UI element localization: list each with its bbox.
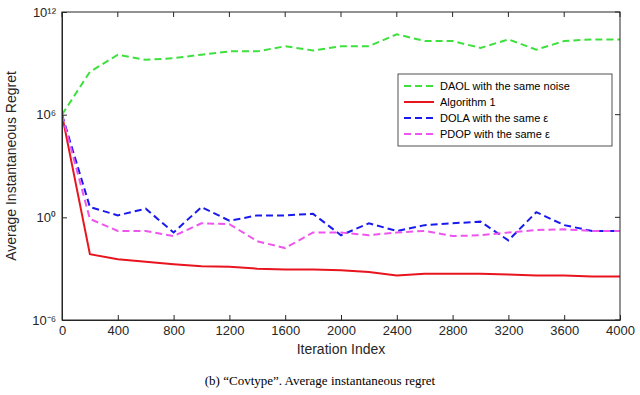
tick-mark <box>285 12 286 17</box>
tick-mark <box>615 217 620 218</box>
x-axis: 0 400 800 1200 1600 2000 2400 2800 3200 3600 4000 <box>59 315 635 338</box>
tick-mark <box>341 315 342 320</box>
tick-label: 10⁻⁶ <box>32 313 56 328</box>
tick-mark <box>508 12 509 17</box>
tick-mark <box>564 12 565 17</box>
tick-label: 0 <box>59 323 66 338</box>
tick-label: 800 <box>163 323 185 338</box>
tick-mark <box>453 315 454 320</box>
tick-label: 10¹² <box>33 5 57 20</box>
tick-mark <box>452 12 453 17</box>
legend-swatch <box>404 117 434 119</box>
tick-mark <box>174 315 175 320</box>
tick-label: 10⁰ <box>37 210 56 225</box>
tick: 400 <box>107 315 129 338</box>
tick-mark <box>118 315 119 320</box>
tick-label: 1600 <box>271 323 300 338</box>
tick-mark <box>396 12 397 17</box>
tick-label: 4000 <box>606 323 635 338</box>
legend-label: Algorithm 1 <box>440 96 496 108</box>
tick-label: 3600 <box>550 323 579 338</box>
tick-mark <box>229 315 230 320</box>
legend-label: DAOL with the same noise <box>440 80 570 92</box>
tick-mark <box>615 320 620 321</box>
series-line <box>62 115 620 248</box>
series-line <box>62 115 620 277</box>
tick-label: 1200 <box>215 323 244 338</box>
tick-label: 3200 <box>494 323 523 338</box>
legend-swatch <box>404 133 434 135</box>
tick-mark <box>620 12 621 17</box>
tick-label: 2400 <box>383 323 412 338</box>
tick-mark <box>285 315 286 320</box>
tick-label: 10⁶ <box>36 107 56 122</box>
legend-label: DOLA with the same ε <box>440 112 548 124</box>
tick-mark <box>62 12 63 17</box>
tick-mark <box>173 12 174 17</box>
series-group <box>62 34 620 276</box>
tick: 1200 <box>215 315 244 338</box>
tick: 2800 <box>439 315 468 338</box>
plot: 0 400 800 1200 1600 2000 2400 2800 3200 3600 4000 1… <box>32 5 635 339</box>
chart: 0 400 800 1200 1600 2000 2400 2800 3200 3600 4000 1… <box>0 0 640 395</box>
tick-mark <box>615 114 620 115</box>
series-line <box>62 115 620 241</box>
tick: 800 <box>163 315 185 338</box>
tick-mark <box>615 12 620 13</box>
tick-mark <box>508 315 509 320</box>
tick-label: 2800 <box>439 323 468 338</box>
tick-label: 400 <box>107 323 129 338</box>
y-axis-title: Average Instantaneous Regret <box>3 71 19 261</box>
tick: 1600 <box>271 315 300 338</box>
tick: 2400 <box>383 315 412 338</box>
legend: DAOL with the same noise Algorithm 1 DOLA … <box>398 74 612 146</box>
tick: 3600 <box>550 315 579 338</box>
plot-area <box>62 12 620 320</box>
x-axis-title: Iteration Index <box>297 341 386 357</box>
tick-label: 2000 <box>327 323 356 338</box>
tick-mark <box>62 217 67 218</box>
tick: 2000 <box>327 315 356 338</box>
legend-swatch <box>404 101 434 103</box>
tick-mark <box>62 115 67 116</box>
chart-title: (b) “Covtype”. Average instantaneous reg… <box>205 373 436 388</box>
tick-mark <box>117 12 118 17</box>
plot-frame <box>62 12 620 320</box>
tick-mark <box>564 315 565 320</box>
mirror-ticks <box>62 12 620 320</box>
legend-box <box>398 74 612 146</box>
legend-label: PDOP with the same ε <box>440 128 550 140</box>
tick-mark <box>229 12 230 17</box>
tick: 3200 <box>494 315 523 338</box>
tick-mark <box>397 315 398 320</box>
legend-swatch <box>404 85 434 87</box>
tick-mark <box>341 12 342 17</box>
